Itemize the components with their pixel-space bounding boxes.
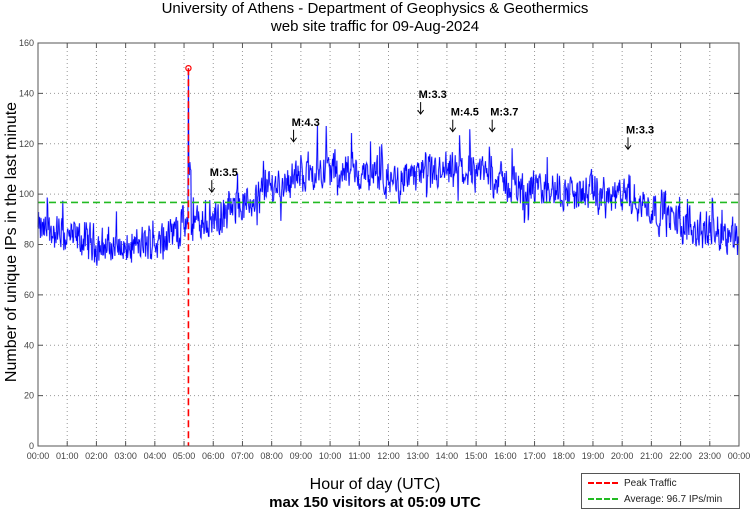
tick-label-layer: 0 20 40 60 80 100 120 140 160 00:00 01:00 02:00 03:0… — [19, 38, 750, 461]
y-tick-label: 100 — [19, 189, 34, 199]
annotation-arrowhead — [290, 137, 297, 143]
annotation-arrowhead — [624, 145, 632, 151]
legend-label: Average: 96.7 IPs/min — [624, 493, 723, 505]
annotation-label: M:4.5 — [451, 107, 479, 119]
x-tick-label: 01:00 — [56, 451, 79, 461]
x-tick-label: 14:00 — [436, 451, 459, 461]
x-tick-label: 10:00 — [319, 451, 342, 461]
y-tick-label: 60 — [24, 290, 34, 300]
x-tick-label: 17:00 — [523, 451, 546, 461]
x-tick-label: 15:00 — [465, 451, 488, 461]
y-tick-label: 140 — [19, 88, 34, 98]
annotation-label: M:3.3 — [626, 124, 654, 136]
annotation-arrowhead — [449, 127, 457, 133]
chart-title: University of Athens - Department of Geo… — [161, 0, 589, 17]
x-tick-label: 04:00 — [144, 451, 167, 461]
legend-swatch-green — [588, 498, 618, 500]
legend-label: Peak Traffic — [624, 477, 677, 489]
x-tick-label: 11:00 — [348, 451, 370, 461]
legend-entry-average: Average: 96.7 IPs/min — [588, 492, 722, 506]
legend-swatch-red — [588, 482, 618, 484]
annotation-label: M:3.5 — [210, 167, 238, 179]
y-tick-label: 40 — [24, 340, 34, 350]
y-tick-label: 120 — [19, 139, 34, 149]
x-tick-label: 08:00 — [260, 451, 283, 461]
annotation-arrowhead — [208, 187, 216, 193]
y-tick-label: 20 — [24, 391, 34, 401]
peak-caption: max 150 visitors at 05:09 UTC — [269, 494, 481, 511]
x-tick-label: 02:00 — [85, 451, 108, 461]
series-layer — [37, 68, 740, 266]
y-axis-label: Number of unique IPs in the last minute — [3, 101, 20, 383]
x-tick-label: 19:00 — [582, 451, 605, 461]
annotation-layer: M:3.5 M:4.3 M:3.3 M:4.5 M:3.7 M:3.3 — [208, 89, 654, 193]
x-tick-label: 16:00 — [494, 451, 517, 461]
legend: Peak Traffic Average: 96.7 IPs/min — [581, 473, 740, 509]
x-tick-label: 07:00 — [231, 451, 254, 461]
chart-subtitle: web site traffic for 09-Aug-2024 — [270, 18, 480, 35]
x-tick-label: 06:00 — [202, 451, 225, 461]
x-tick-label: 03:00 — [114, 451, 137, 461]
tick-layer — [37, 42, 740, 447]
x-axis-label: Hour of day (UTC) — [309, 476, 441, 493]
y-tick-label: 0 — [29, 441, 34, 451]
annotation-label: M:3.3 — [419, 89, 447, 101]
peak-marker — [185, 64, 192, 72]
y-tick-label: 80 — [24, 240, 34, 250]
x-tick-label: 00:00 — [27, 451, 50, 461]
legend-entry-peak: Peak Traffic — [588, 476, 677, 490]
x-tick-label: 18:00 — [552, 451, 575, 461]
annotation-label: M:4.3 — [292, 117, 320, 129]
x-tick-label: 05:00 — [173, 451, 196, 461]
annotation-label: M:3.7 — [490, 107, 518, 119]
x-tick-label: 23:00 — [699, 451, 722, 461]
x-tick-label: 12:00 — [377, 451, 400, 461]
x-tick-label: 21:00 — [640, 451, 663, 461]
x-tick-label: 00:00 — [728, 451, 750, 461]
overlay-layer — [38, 64, 739, 446]
traffic-series-line — [37, 68, 739, 266]
x-tick-label: 22:00 — [669, 451, 692, 461]
x-tick-label: 20:00 — [611, 451, 634, 461]
annotation-arrowhead — [417, 109, 425, 115]
y-tick-label: 160 — [19, 38, 34, 48]
annotation-arrowhead — [488, 127, 496, 133]
x-tick-label: 13:00 — [406, 451, 429, 461]
x-tick-label: 09:00 — [290, 451, 313, 461]
